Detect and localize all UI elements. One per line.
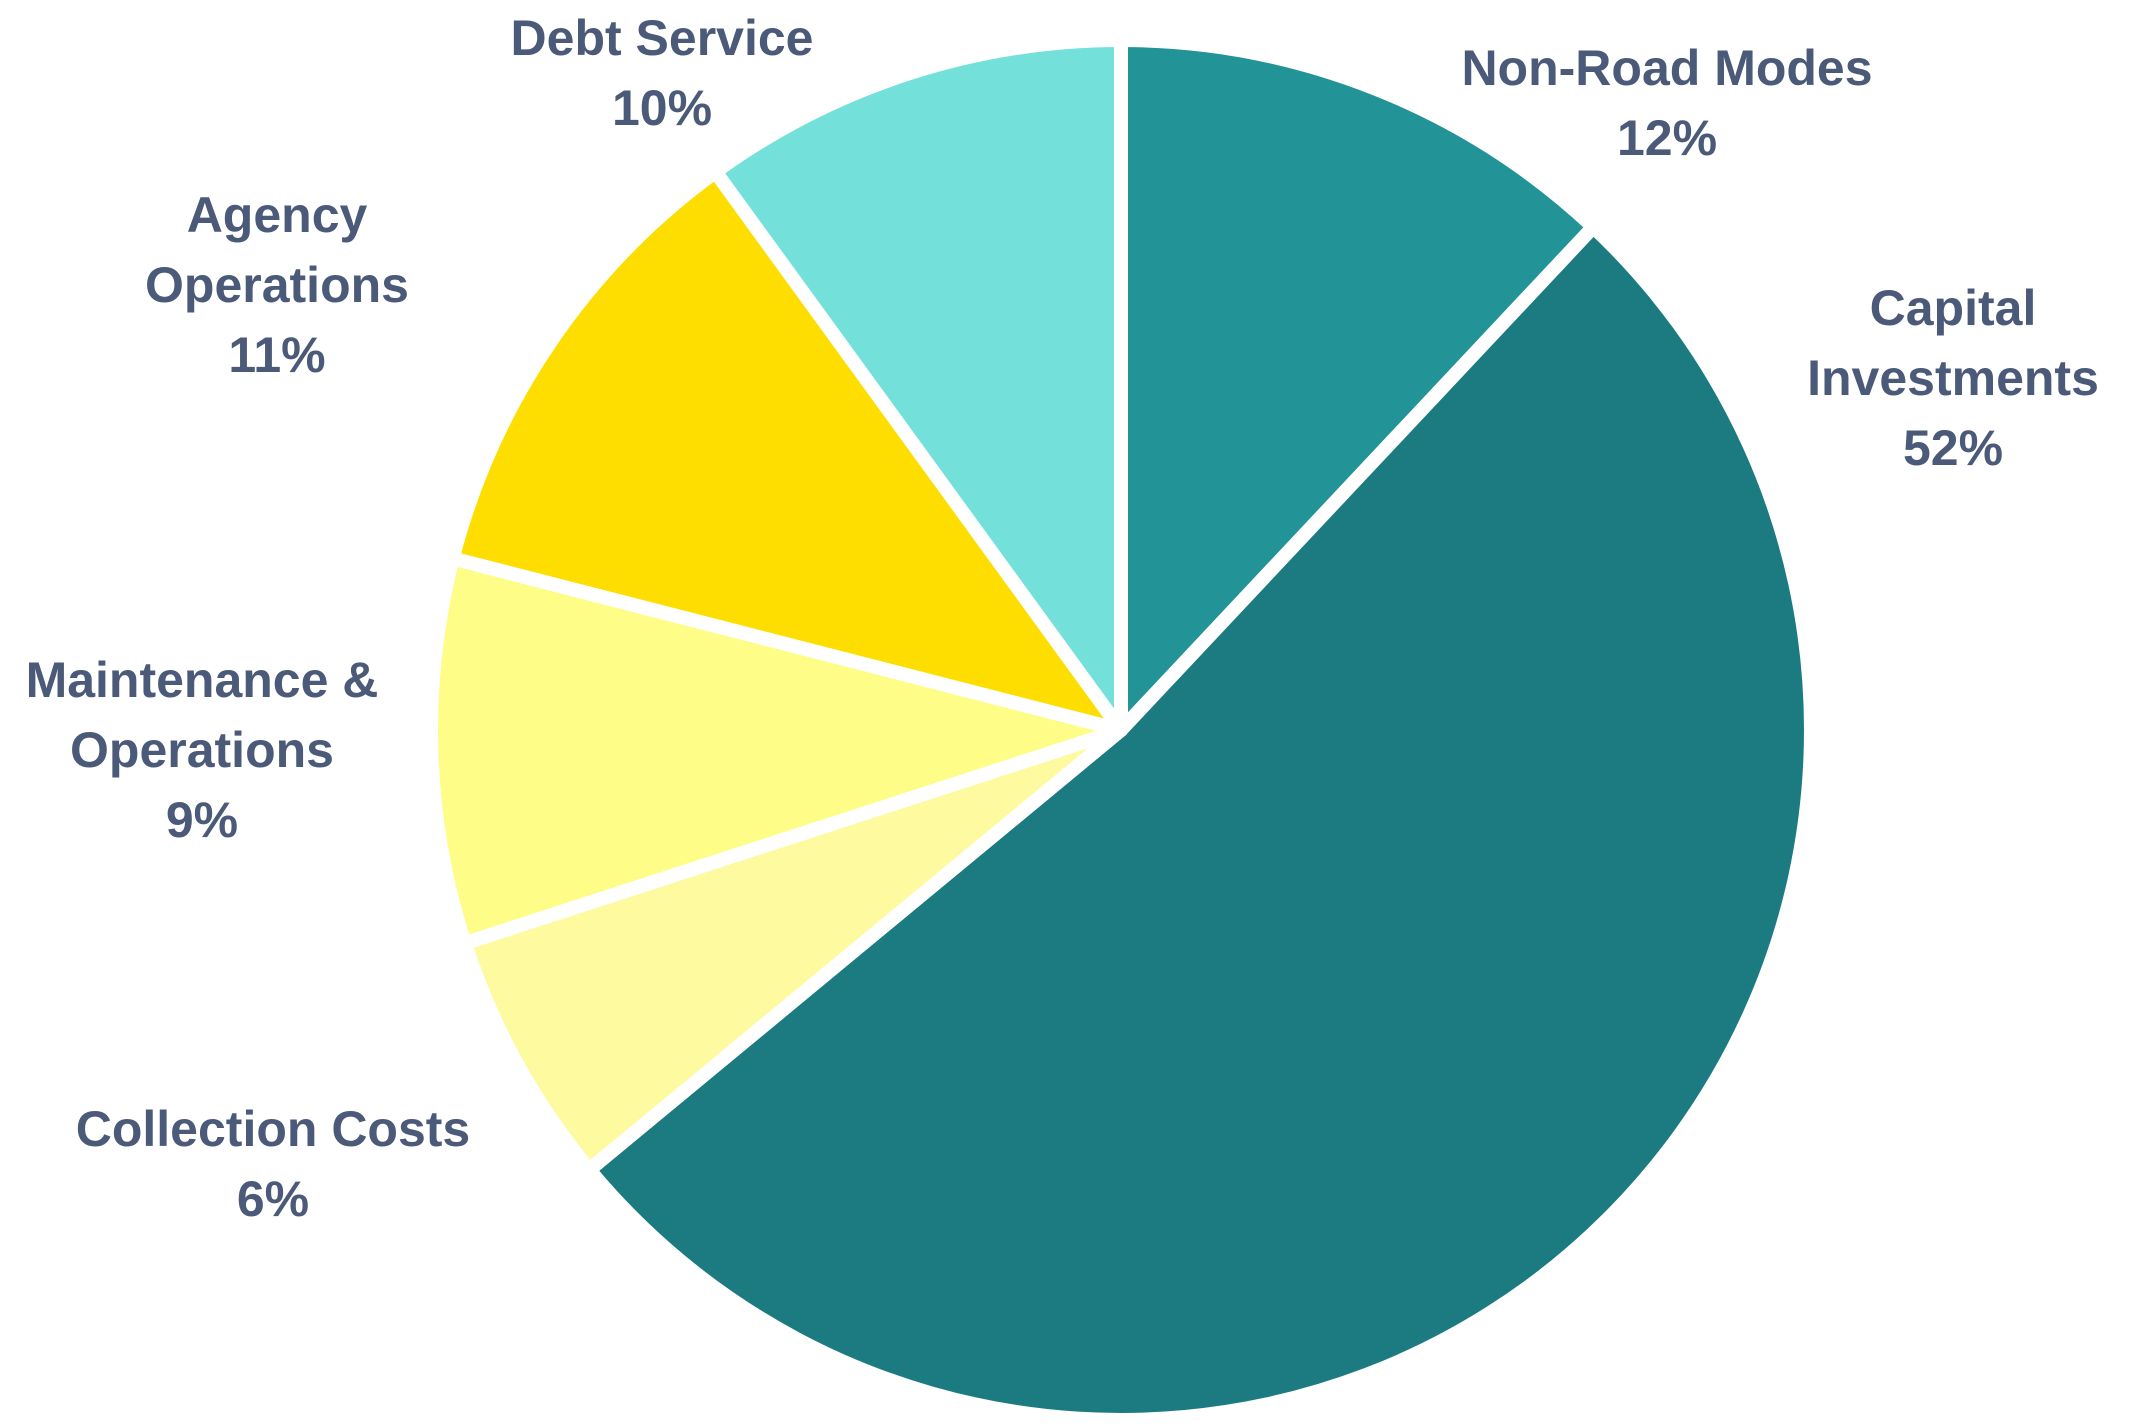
category-label: Collection Costs (75, 1101, 471, 1157)
value-label: 52% (1902, 420, 2004, 476)
pie-slice (708, 33, 1128, 737)
value-label: 11% (228, 327, 326, 383)
value-label: 12% (1616, 110, 1718, 166)
value-label: 6% (236, 1171, 310, 1227)
slice-label: Non-Road Modes 12% (1317, 33, 2017, 173)
value-label: 10% (611, 80, 713, 136)
category-label: Non-Road Modes (1461, 40, 1873, 96)
slice-label: Debt Service 10% (312, 3, 1012, 143)
value-label: 9% (165, 792, 239, 848)
slice-label: Maintenance & Operations 9% (12, 645, 392, 855)
pie-slice (457, 723, 1128, 1177)
pie-slice (582, 220, 1818, 1427)
pie-slice (1114, 33, 1601, 737)
category-label: Debt Service (510, 10, 814, 66)
slice-label: Collection Costs 6% (0, 1094, 623, 1234)
category-label: Capital Investments (1807, 280, 2099, 406)
pie-slice (445, 164, 1128, 737)
pie-slice (424, 551, 1128, 951)
category-label: Maintenance & Operations (25, 652, 379, 778)
slice-label: Capital Investments 52% (1753, 273, 2139, 483)
category-label: Agency Operations (145, 187, 409, 313)
slice-label: Agency Operations 11% (117, 180, 437, 390)
